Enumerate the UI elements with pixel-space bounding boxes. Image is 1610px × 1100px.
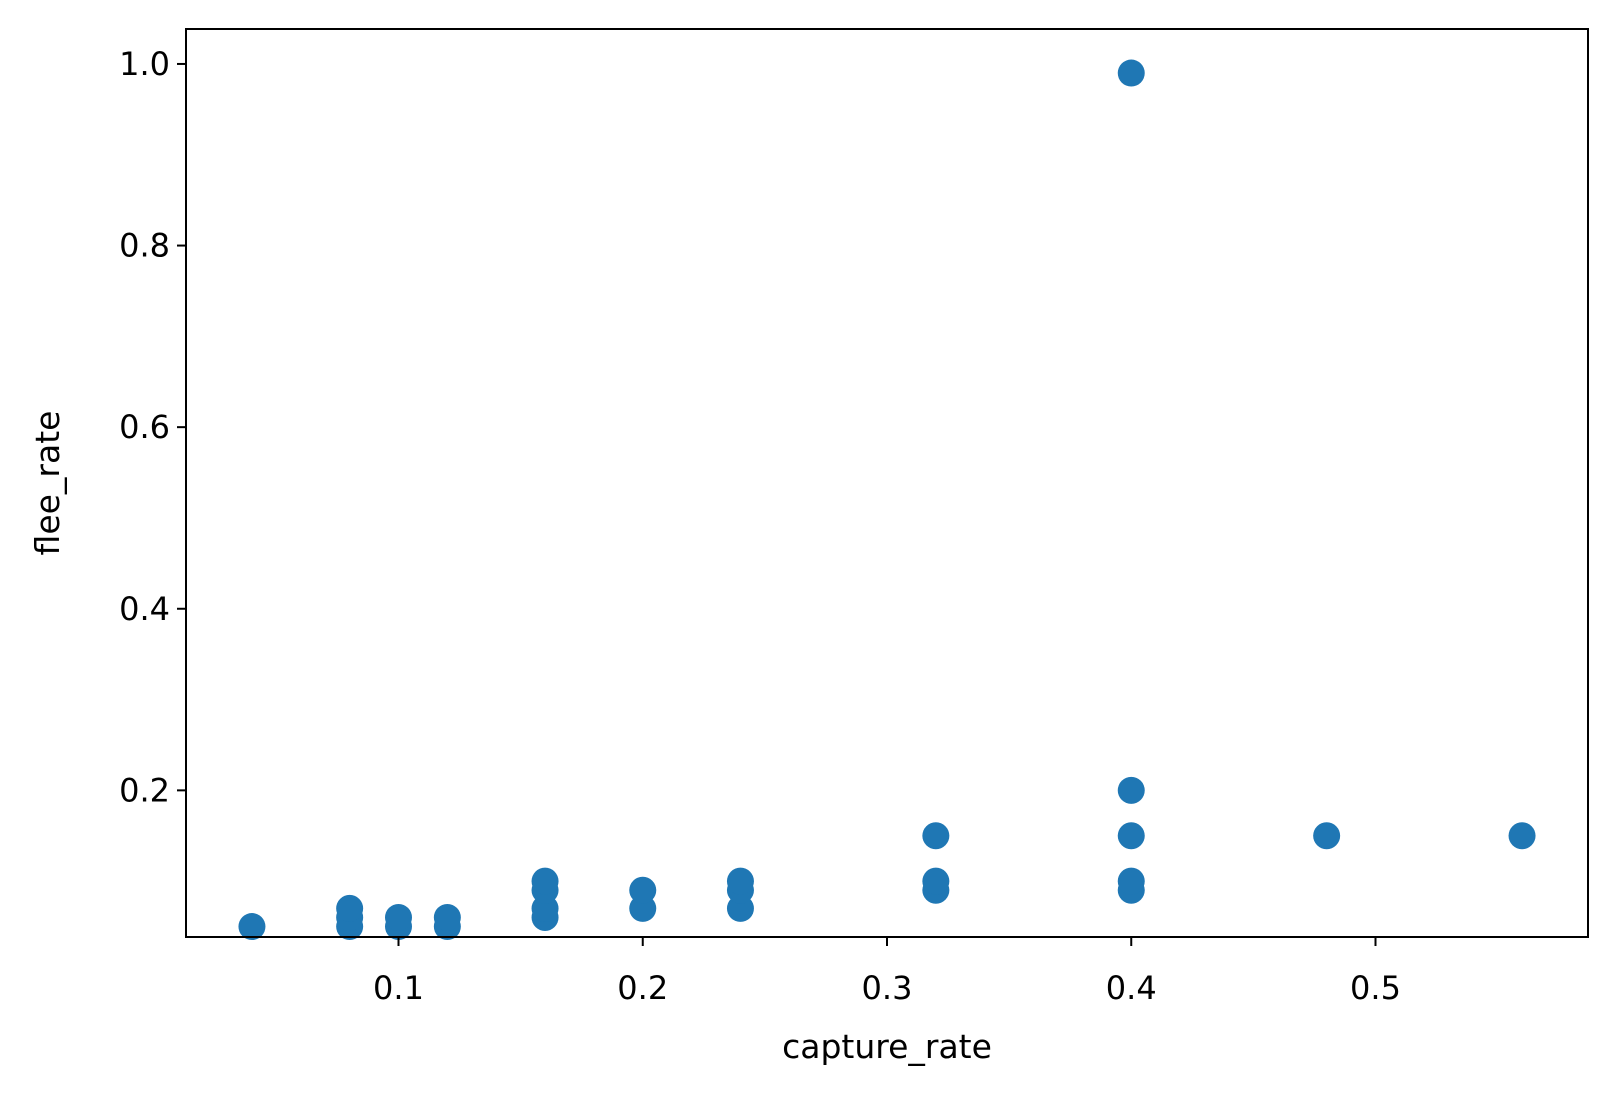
data-point [1117,776,1145,804]
data-point [1117,867,1145,895]
y-axis-ticks: 0.2 0.4 0.6 0.8 1.0 [119,45,186,809]
data-point [384,903,412,931]
y-tick-label: 0.6 [119,408,170,446]
data-point [922,822,950,850]
data-point [1508,822,1536,850]
x-tick-label: 0.1 [373,969,424,1007]
data-point [531,867,559,895]
data-point [922,867,950,895]
data-point [629,876,657,904]
y-tick-label: 0.4 [119,590,170,628]
y-tick-label: 1.0 [119,45,170,83]
x-axis-ticks: 0.1 0.2 0.3 0.4 0.5 [373,937,1401,1007]
data-point [1117,59,1145,87]
data-point [238,913,266,941]
x-axis-label: capture_rate [782,1027,992,1066]
x-tick-label: 0.4 [1106,969,1157,1007]
data-point [1117,822,1145,850]
y-tick-label: 0.8 [119,227,170,265]
y-tick-label: 0.2 [119,771,170,809]
data-point [336,894,364,922]
y-axis-label: flee_rate [28,411,67,556]
points-layer [238,59,1536,941]
plot-frame [185,28,1589,938]
data-point [433,903,461,931]
x-tick-label: 0.3 [862,969,913,1007]
x-tick-label: 0.2 [617,969,668,1007]
x-tick-label: 0.5 [1350,969,1401,1007]
data-point [1313,822,1341,850]
data-point [726,867,754,895]
